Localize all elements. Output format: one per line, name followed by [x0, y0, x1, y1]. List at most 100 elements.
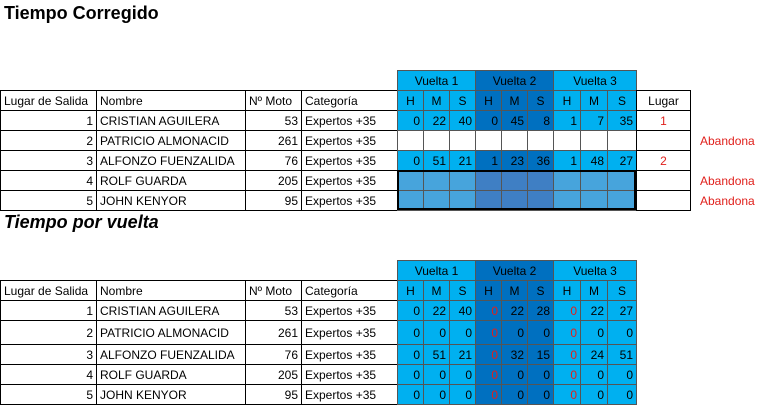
column-header: H — [553, 280, 581, 301]
lap-time: 22 — [580, 300, 608, 321]
lap-time: 0 — [397, 110, 424, 131]
lap-time: 21 — [449, 344, 476, 365]
category: Expertos +35 — [301, 150, 398, 171]
lap-time: 23 — [501, 150, 528, 171]
selection — [397, 170, 636, 210]
lap-time: 1 — [553, 110, 581, 131]
final-place: 1 — [636, 110, 691, 131]
lap-time: 0 — [449, 384, 476, 405]
start-position: 2 — [0, 130, 97, 151]
lap-time — [501, 130, 528, 151]
category: Expertos +35 — [301, 364, 398, 385]
start-position: 1 — [0, 110, 97, 131]
final-place — [636, 190, 691, 211]
lap-time: 22 — [423, 110, 450, 131]
bike-number: 95 — [245, 190, 302, 211]
lap-time: 35 — [607, 110, 637, 131]
lap-time: 40 — [449, 110, 476, 131]
bike-number: 53 — [245, 300, 302, 321]
rider-name: ROLF GUARDA — [96, 364, 246, 385]
lap-time: 48 — [580, 150, 608, 171]
lap-header: Vuelta 2 — [475, 70, 554, 91]
lap-time: 51 — [607, 344, 637, 365]
lap-time: 0 — [607, 384, 637, 405]
lap-time: 0 — [501, 384, 528, 405]
lap-time: 0 — [423, 364, 450, 385]
lap-time: 0 — [501, 364, 528, 385]
lap-time: 0 — [553, 344, 581, 365]
lap-time: 0 — [580, 364, 608, 385]
lap-time: 0 — [607, 364, 637, 385]
lap-time: 1 — [475, 150, 502, 171]
final-place — [636, 170, 691, 191]
lap-header: Vuelta 2 — [475, 260, 554, 281]
lap-time: 1 — [553, 150, 581, 171]
start-position: 2 — [0, 320, 97, 345]
lap-time: 21 — [449, 150, 476, 171]
lap-time — [423, 130, 450, 151]
lap-header: Vuelta 3 — [553, 260, 637, 281]
category: Expertos +35 — [301, 344, 398, 365]
column-header: S — [607, 90, 637, 111]
lap-header: Vuelta 1 — [397, 260, 476, 281]
bike-number: 205 — [245, 364, 302, 385]
lap-time: 40 — [449, 300, 476, 321]
column-header: Nº Moto — [245, 280, 302, 301]
lap-time: 0 — [475, 300, 502, 321]
column-header: M — [423, 90, 450, 111]
column-header: S — [527, 280, 554, 301]
lap-time: 0 — [607, 320, 637, 345]
start-position: 5 — [0, 384, 97, 405]
column-header: M — [580, 90, 608, 111]
lap-time: 7 — [580, 110, 608, 131]
rider-name: CRISTIAN AGUILERA — [96, 110, 246, 131]
lap-time: 0 — [475, 364, 502, 385]
lap-time: 0 — [475, 344, 502, 365]
rider-name: JOHN KENYOR — [96, 384, 246, 405]
start-position: 3 — [0, 150, 97, 171]
lap-time: 15 — [527, 344, 554, 365]
status: Abandona — [700, 193, 755, 208]
section-title: Tiempo por vuelta — [4, 212, 159, 232]
column-header: S — [527, 90, 554, 111]
category: Expertos +35 — [301, 320, 398, 345]
start-position: 4 — [0, 364, 97, 385]
rider-name: ALFONZO FUENZALIDA — [96, 150, 246, 171]
lap-time: 0 — [397, 320, 424, 345]
lap-time: 0 — [580, 384, 608, 405]
lap-time: 28 — [527, 300, 554, 321]
category: Expertos +35 — [301, 300, 398, 321]
rider-name: ROLF GUARDA — [96, 170, 246, 191]
lap-time — [607, 130, 637, 151]
lap-time: 0 — [423, 320, 450, 345]
lap-time: 0 — [553, 320, 581, 345]
bike-number: 261 — [245, 320, 302, 345]
final-place: 2 — [636, 150, 691, 171]
column-header: Nombre — [96, 90, 246, 111]
bike-number: 95 — [245, 384, 302, 405]
lap-time: 45 — [501, 110, 528, 131]
column-header: M — [501, 280, 528, 301]
rider-name: ALFONZO FUENZALIDA — [96, 344, 246, 365]
lap-time: 0 — [553, 364, 581, 385]
lap-time — [580, 130, 608, 151]
lap-header: Vuelta 3 — [553, 70, 637, 91]
lap-time: 0 — [553, 300, 581, 321]
column-header: H — [475, 90, 502, 111]
column-header: S — [449, 280, 476, 301]
lap-time: 0 — [397, 384, 424, 405]
lap-time: 0 — [397, 150, 424, 171]
lap-time: 0 — [397, 344, 424, 365]
lap-time: 22 — [423, 300, 450, 321]
column-header: Nº Moto — [245, 90, 302, 111]
column-header: Categoría — [301, 280, 398, 301]
rider-name: CRISTIAN AGUILERA — [96, 300, 246, 321]
column-header: H — [397, 90, 424, 111]
lap-time: 0 — [397, 364, 424, 385]
column-header: H — [553, 90, 581, 111]
status: Abandona — [700, 173, 755, 188]
lap-time — [449, 130, 476, 151]
lap-header: Vuelta 1 — [397, 70, 476, 91]
start-position: 1 — [0, 300, 97, 321]
rider-name: PATRICIO ALMONACID — [96, 320, 246, 345]
